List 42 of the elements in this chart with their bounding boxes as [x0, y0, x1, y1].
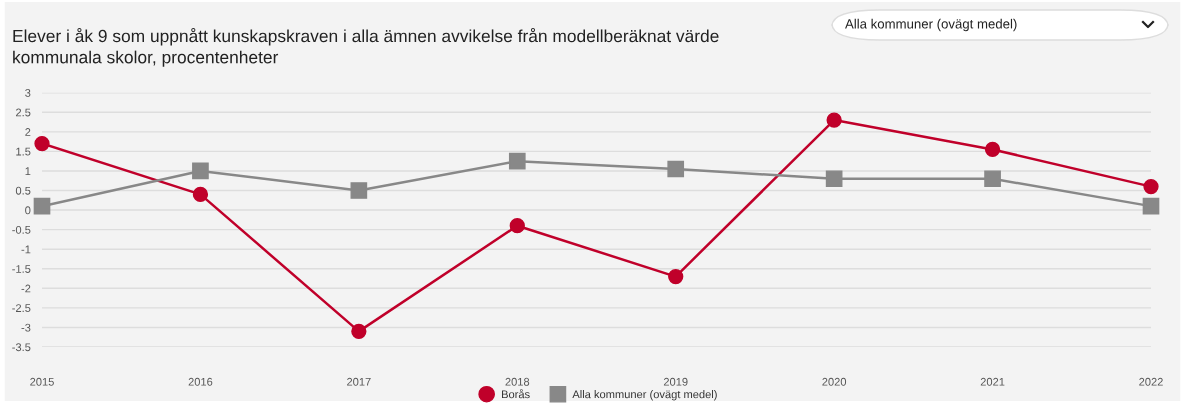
x-tick-label: 2017 — [347, 377, 371, 386]
point — [984, 141, 1001, 158]
x-tick-label: 2022 — [1139, 377, 1163, 386]
point — [668, 268, 684, 285]
x-tick-label: 2016 — [188, 377, 213, 386]
legend-label: Alla kommuner (ovägt medel) — [572, 390, 717, 401]
y-tick-label: -3 — [21, 323, 31, 332]
point — [1142, 197, 1160, 215]
y-tick-label: -1.5 — [12, 265, 31, 273]
point — [351, 323, 367, 339]
point — [509, 218, 525, 234]
y-tick-label: 1.5 — [16, 147, 31, 156]
text: Alla kommuner (ovägt medel) — [845, 18, 1017, 32]
y-tick-label: 0 — [25, 206, 31, 215]
point — [350, 182, 368, 199]
point — [34, 135, 50, 152]
x-tick-label: 2020 — [822, 377, 847, 386]
y-tick-label: -1 — [21, 245, 31, 254]
point — [984, 170, 1001, 188]
y-tick-label: 2.5 — [16, 108, 31, 117]
y-tick-label: -3.5 — [12, 343, 31, 352]
point — [192, 186, 209, 203]
x-tick-label: 2021 — [980, 377, 1005, 386]
y-tick-label: -2.5 — [12, 304, 31, 313]
y-tick-label: 2 — [25, 128, 31, 136]
legend-label: Borås — [502, 389, 530, 399]
y-tick-label: 1 — [25, 167, 31, 175]
point — [1143, 178, 1159, 195]
x-tick-label: 2018 — [505, 377, 530, 386]
point — [826, 112, 842, 128]
y-tick-label: 3 — [25, 88, 31, 97]
y-tick-label: 0.5 — [15, 186, 31, 195]
x-tick-label: 2019 — [663, 377, 688, 386]
point — [667, 160, 685, 178]
x-tick-label: 2015 — [30, 377, 54, 386]
point — [192, 162, 209, 180]
y-tick-label: -0.5 — [12, 225, 31, 234]
point — [825, 170, 843, 188]
y-tick-label: -2 — [21, 284, 31, 293]
point — [33, 197, 51, 215]
point — [508, 152, 526, 170]
chart-title: Elever i åk 9 som uppnått kunskapskraven i alla ämnen avvikelse från modellberäknat värde kommunala skolor, procentenheter — [13, 28, 719, 67]
